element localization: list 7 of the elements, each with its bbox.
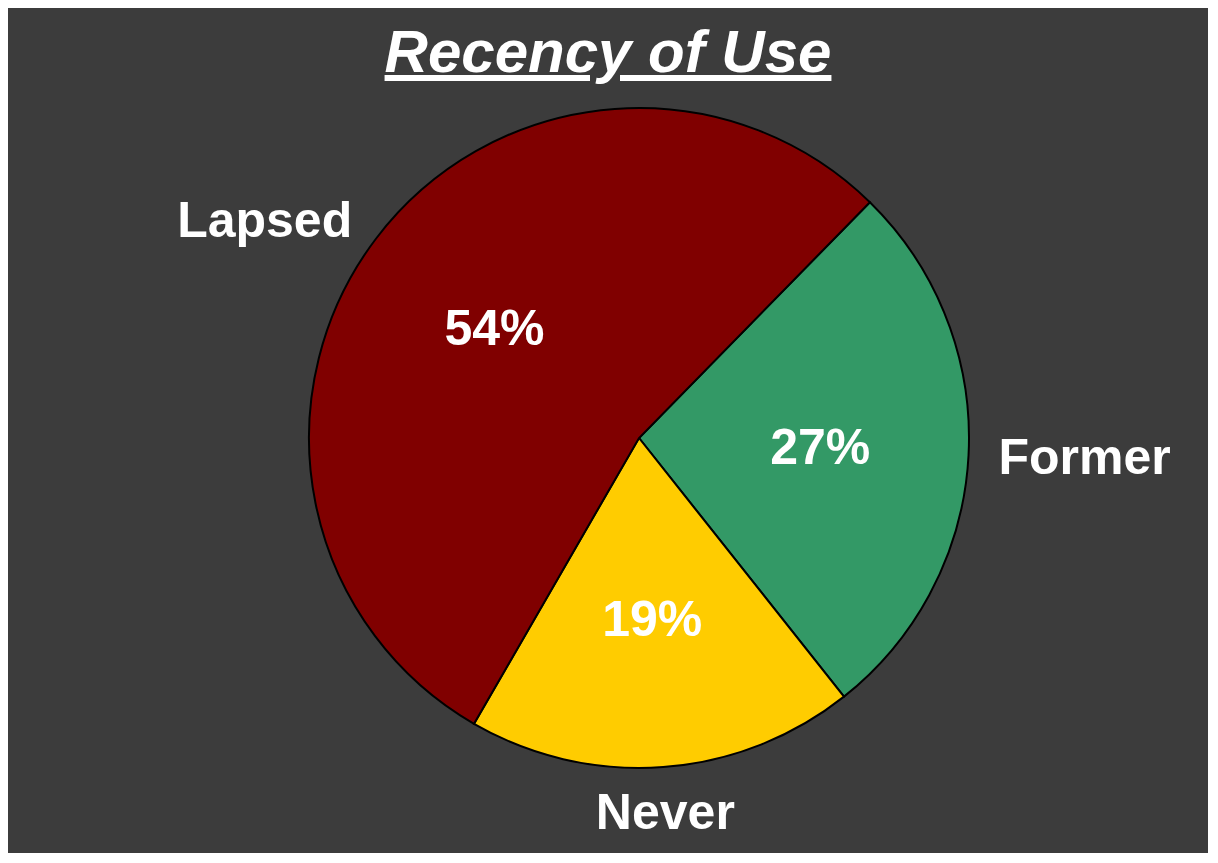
slice-label: Former [998,428,1171,485]
data-label: 27% [770,419,871,476]
slice-label: Never [595,784,735,841]
chart-title: Recency of Use [383,17,833,87]
data-label: 19% [602,591,703,648]
data-label: 54% [444,300,545,357]
slice-label: Lapsed [177,192,353,249]
